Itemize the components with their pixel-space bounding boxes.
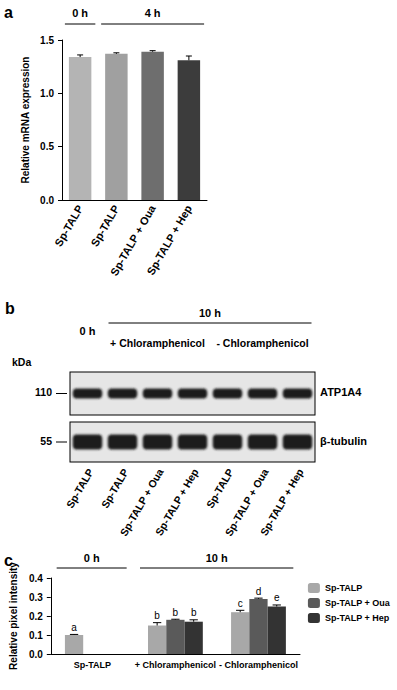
svg-text:0.4: 0.4 bbox=[29, 573, 43, 584]
svg-text:- Chloramphenicol: - Chloramphenicol bbox=[219, 660, 298, 670]
svg-text:kDa: kDa bbox=[12, 356, 31, 368]
svg-text:10 h: 10 h bbox=[206, 552, 228, 564]
svg-text:0 h: 0 h bbox=[72, 7, 88, 19]
svg-text:0.5: 0.5 bbox=[40, 141, 54, 152]
svg-text:4 h: 4 h bbox=[145, 7, 161, 19]
svg-text:0.0: 0.0 bbox=[29, 649, 43, 660]
svg-text:55: 55 bbox=[40, 435, 52, 447]
svg-text:0.0: 0.0 bbox=[40, 195, 54, 206]
svg-text:b: b bbox=[154, 610, 160, 621]
svg-text:1.5: 1.5 bbox=[40, 35, 54, 46]
svg-text:b: b bbox=[173, 607, 179, 618]
svg-text:Sp-TALP + Hep: Sp-TALP + Hep bbox=[153, 466, 201, 537]
svg-text:0 h: 0 h bbox=[80, 325, 96, 337]
svg-text:Sp-TALP + Hep: Sp-TALP + Hep bbox=[144, 203, 194, 277]
svg-text:0.1: 0.1 bbox=[29, 630, 43, 641]
svg-text:b: b bbox=[5, 300, 15, 317]
svg-text:Sp-TALP: Sp-TALP bbox=[88, 203, 121, 248]
svg-text:110: 110 bbox=[35, 386, 52, 398]
svg-text:Sp-TALP + Oua: Sp-TALP + Oua bbox=[117, 466, 166, 538]
svg-text:0 h: 0 h bbox=[84, 552, 100, 564]
svg-text:c: c bbox=[238, 598, 243, 609]
svg-text:a: a bbox=[4, 4, 13, 21]
svg-text:Sp-TALP + Oua: Sp-TALP + Oua bbox=[325, 598, 391, 608]
svg-text:+ Chloramphenicol: + Chloramphenicol bbox=[110, 337, 205, 349]
svg-text:Sp-TALP + Hep: Sp-TALP + Hep bbox=[325, 613, 390, 623]
svg-text:Sp-TALP + Hep: Sp-TALP + Hep bbox=[258, 466, 306, 537]
svg-text:0.2: 0.2 bbox=[29, 611, 43, 622]
svg-text:1.0: 1.0 bbox=[40, 88, 54, 99]
svg-text:Relative pixel intensity: Relative pixel intensity bbox=[8, 562, 19, 670]
svg-text:Sp-TALP: Sp-TALP bbox=[52, 203, 85, 248]
svg-text:Sp-TALP + Oua: Sp-TALP + Oua bbox=[222, 466, 271, 538]
svg-text:e: e bbox=[274, 592, 280, 603]
svg-text:β-tubulin: β-tubulin bbox=[320, 435, 367, 447]
svg-text:+ Chloramphenicol: + Chloramphenicol bbox=[135, 660, 216, 670]
svg-text:a: a bbox=[71, 622, 77, 633]
svg-text:d: d bbox=[256, 586, 262, 597]
svg-text:0.3: 0.3 bbox=[29, 592, 43, 603]
svg-text:Sp-TALP: Sp-TALP bbox=[203, 466, 235, 510]
svg-text:Sp-TALP: Sp-TALP bbox=[98, 466, 130, 510]
svg-text:10 h: 10 h bbox=[199, 307, 221, 319]
svg-text:Relative mRNA expression: Relative mRNA expression bbox=[20, 57, 31, 184]
svg-text:Sp-TALP: Sp-TALP bbox=[63, 466, 95, 510]
svg-text:ATP1A4: ATP1A4 bbox=[320, 386, 362, 398]
svg-text:c: c bbox=[4, 551, 13, 569]
svg-text:b: b bbox=[191, 607, 197, 618]
svg-text:Sp-TALP: Sp-TALP bbox=[74, 660, 111, 670]
svg-text:Sp-TALP: Sp-TALP bbox=[325, 583, 362, 593]
svg-text:Sp-TALP + Oua: Sp-TALP + Oua bbox=[107, 203, 158, 278]
svg-text:- Chloramphenicol: - Chloramphenicol bbox=[216, 337, 308, 349]
